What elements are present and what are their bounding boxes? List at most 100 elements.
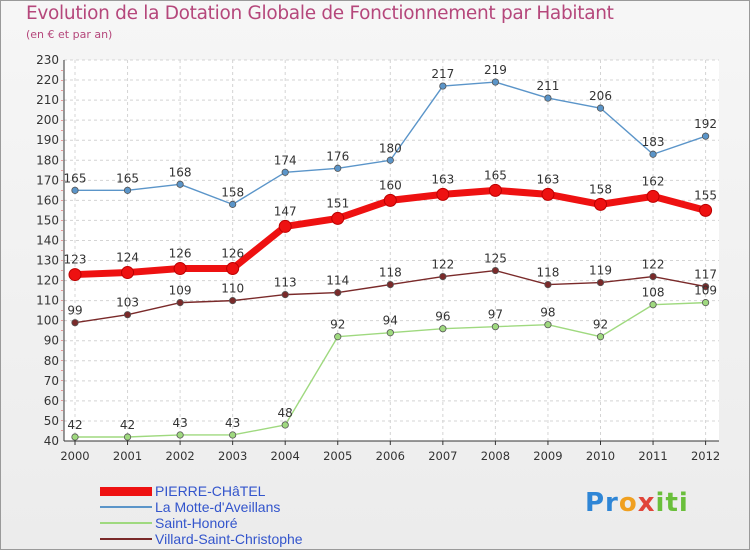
chart-title: Evolution de la Dotation Globale de Fonc… <box>26 3 614 24</box>
data-point-3 <box>649 272 657 281</box>
plot-area <box>64 60 719 441</box>
data-point-2 <box>71 433 79 441</box>
x-tick-label: 2012 <box>691 449 720 463</box>
data-label-0: 160 <box>379 178 402 192</box>
legend-swatch-pierre-chatel <box>100 487 152 496</box>
data-label-1: 165 <box>64 171 87 185</box>
data-point-0 <box>594 197 607 211</box>
data-label-3: 125 <box>484 252 507 266</box>
data-point-2 <box>491 323 499 331</box>
data-label-1: 192 <box>694 117 717 131</box>
data-label-2: 96 <box>435 310 450 324</box>
data-label-3: 122 <box>431 258 454 272</box>
data-point-1 <box>544 94 552 102</box>
legend-label-villard: Villard-Saint-Christophe <box>155 531 303 547</box>
y-tick-label: 40 <box>44 434 59 448</box>
data-label-2: 42 <box>120 418 135 432</box>
legend-label-la-motte: La Motte-d'Aveillans <box>155 499 281 515</box>
data-label-0: 163 <box>536 172 559 186</box>
data-point-2 <box>544 321 552 329</box>
data-point-2 <box>649 301 657 309</box>
data-label-3: 109 <box>169 284 192 298</box>
data-label-0: 165 <box>484 168 507 182</box>
y-tick-label: 50 <box>44 414 59 428</box>
chart-subtitle: (en € et par an) <box>26 28 113 41</box>
y-tick-label: 160 <box>36 193 59 207</box>
y-tick-label: 200 <box>36 113 59 127</box>
data-label-2: 48 <box>278 406 293 420</box>
data-label-0: 126 <box>221 247 244 261</box>
data-label-0: 124 <box>116 251 139 265</box>
y-tick-label: 220 <box>36 73 59 87</box>
data-point-0 <box>173 262 187 276</box>
data-point-0 <box>121 266 135 280</box>
legend-label-saint-honore: Saint-Honoré <box>155 515 238 531</box>
x-tick-label: 2011 <box>638 449 667 463</box>
data-label-3: 122 <box>642 258 665 272</box>
data-point-1 <box>491 78 499 86</box>
data-point-1 <box>281 168 289 176</box>
data-label-0: 163 <box>431 172 454 186</box>
data-label-1: 168 <box>169 165 192 179</box>
data-point-2 <box>229 431 237 439</box>
data-point-1 <box>386 156 394 164</box>
data-point-0 <box>383 193 397 207</box>
data-point-3 <box>386 280 394 289</box>
y-tick-label: 120 <box>36 274 59 288</box>
data-point-1 <box>176 180 184 188</box>
data-point-0 <box>331 211 345 225</box>
x-tick-label: 2010 <box>586 449 615 463</box>
data-label-2: 42 <box>67 418 82 432</box>
data-point-0 <box>226 262 240 276</box>
data-label-3: 110 <box>221 282 244 296</box>
data-point-1 <box>439 82 447 90</box>
data-label-2: 43 <box>172 416 187 430</box>
data-label-2: 109 <box>694 284 717 298</box>
data-point-0 <box>68 268 82 282</box>
y-tick-label: 130 <box>36 254 59 268</box>
data-label-1: 211 <box>536 79 559 93</box>
data-label-0: 147 <box>274 204 297 218</box>
x-tick-label: 2005 <box>323 449 352 463</box>
y-tick-label: 60 <box>44 394 59 408</box>
legend-swatch-saint-honore <box>100 522 152 524</box>
data-label-0: 158 <box>589 182 612 196</box>
data-point-0 <box>488 183 502 197</box>
data-point-0 <box>278 219 292 233</box>
y-tick-label: 190 <box>36 133 59 147</box>
data-label-2: 98 <box>540 306 555 320</box>
data-label-3: 113 <box>274 276 297 290</box>
data-label-2: 43 <box>225 416 240 430</box>
y-tick-label: 140 <box>36 233 59 247</box>
data-label-3: 118 <box>379 266 402 280</box>
data-point-3 <box>439 272 447 281</box>
y-tick-label: 210 <box>36 93 59 107</box>
y-tick-label: 170 <box>36 173 59 187</box>
data-label-3: 99 <box>67 304 82 318</box>
y-tick-label: 230 <box>36 53 59 67</box>
x-tick-label: 2009 <box>533 449 562 463</box>
x-tick-label: 2002 <box>165 449 194 463</box>
data-point-3 <box>334 289 342 297</box>
data-point-2 <box>439 325 447 333</box>
data-label-1: 219 <box>484 63 507 77</box>
data-point-3 <box>123 311 132 319</box>
data-label-1: 165 <box>116 171 139 185</box>
legend-label-pierre-chatel: PIERRE-CHâTEL <box>155 483 266 499</box>
y-tick-label: 100 <box>36 314 59 328</box>
data-point-3 <box>491 266 499 275</box>
data-point-3 <box>176 299 184 307</box>
y-tick-label: 90 <box>44 334 59 348</box>
data-label-0: 151 <box>326 196 349 210</box>
data-label-3: 117 <box>694 268 717 282</box>
data-point-0 <box>541 187 555 201</box>
data-label-0: 123 <box>64 253 87 267</box>
y-tick-label: 110 <box>36 294 59 308</box>
y-tick-label: 180 <box>36 153 59 167</box>
x-tick-label: 2003 <box>218 449 247 463</box>
data-point-3 <box>544 280 552 289</box>
data-label-1: 180 <box>379 141 402 155</box>
legend-swatch-villard <box>100 538 152 540</box>
data-point-1 <box>123 186 132 194</box>
